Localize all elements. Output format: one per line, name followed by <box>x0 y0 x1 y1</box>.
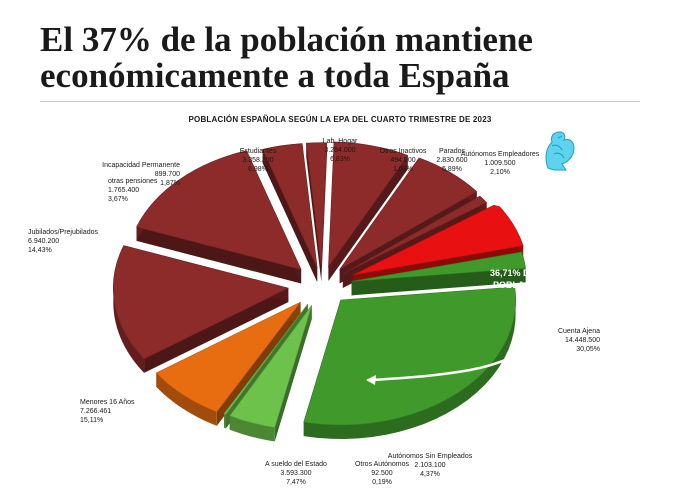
annotation-line: POBLACIÓN <box>493 279 547 290</box>
slice-label: otras pensiones 1.765.400 3,67% <box>108 178 158 203</box>
slice-label: Menores 16 Años 7.266.461 15,11% <box>80 399 135 424</box>
slice-label-line: 1.765.400 <box>108 187 139 194</box>
pie-slice <box>262 143 318 283</box>
slice-label-line: 7,47% <box>286 479 306 486</box>
slice-label-line: 92.500 <box>371 470 393 477</box>
slice-label: Autónomos Empleadores 1.009.500 2,10% <box>461 151 540 176</box>
pie-slice-rim <box>229 415 275 442</box>
pie-slice-top <box>303 286 516 426</box>
slice-label-line: Otros Inactivos <box>380 148 427 155</box>
slice-label-line: 30,05% <box>576 346 600 353</box>
slice-label-line: 14,43% <box>28 247 52 254</box>
pie-slice-top <box>229 305 312 428</box>
slice-label-line: Estudiantes <box>240 148 277 155</box>
slice-label: Autónomos Sin Empleados 2.103.100 4,37% <box>388 453 473 478</box>
slice-label-line: 0,19% <box>372 479 392 486</box>
slice-label-line: 3,67% <box>108 196 128 203</box>
slice-label: Cuenta Ajena 14.448.500 30,05% <box>558 328 600 353</box>
pie-slice <box>351 251 526 296</box>
slice-label: Parados 2.830.600 5,89% <box>436 148 467 173</box>
pie-slice-wall <box>328 155 408 281</box>
slice-label-line: 6,83% <box>330 156 350 163</box>
pie-slice-wall <box>262 149 318 283</box>
slice-label-line: 1,87% <box>160 180 180 187</box>
pie-slice-rim <box>303 286 516 439</box>
slice-label-line: Otros Autónomos <box>355 461 410 468</box>
chart-title: POBLACIÓN ESPAÑOLA SEGÚN LA EPA DEL CUAR… <box>188 115 492 124</box>
slice-label: A sueldo del Estado 3.593.300 7,47% <box>265 461 327 486</box>
slice-label-line: Jubilados/Prejubilados <box>28 229 99 236</box>
slice-label-line: 494.000 <box>390 157 415 164</box>
slice-label: Otros Inactivos 494.000 1,03% <box>380 148 427 173</box>
slice-label-line: Lab. Hogar <box>323 138 358 145</box>
slice-label-line: 14.448.500 <box>565 337 600 344</box>
headline-divider <box>40 101 640 102</box>
slice-label: Jubilados/Prejubilados 6.940.200 14,43% <box>28 229 99 254</box>
slice-label-line: 2.103.100 <box>414 462 445 469</box>
slice-label-line: 6.940.200 <box>28 238 59 245</box>
slice-label-line: 3.358.200 <box>242 157 273 164</box>
page-headline: El 37% de la población mantiene económic… <box>40 20 533 95</box>
annotation-line: 36,71% DE LA <box>490 268 551 278</box>
slice-label-line: Menores 16 Años <box>80 399 135 406</box>
annotation-text: 36,71% DE LA POBLACIÓN <box>490 268 551 290</box>
slice-label: Estudiantes 3.358.200 6,98% <box>240 148 277 173</box>
slice-label-line: 899.700 <box>155 171 180 178</box>
pie-slice-top <box>351 251 526 282</box>
slice-label-line: Autónomos Sin Empleados <box>388 453 473 460</box>
pie-slice-top <box>136 150 302 270</box>
slice-label-line: 7.266.461 <box>80 408 111 415</box>
slice-label: Otros Autónomos 92.500 0,19% <box>355 461 410 486</box>
pie-slice-top <box>328 141 409 268</box>
annotation-arc <box>371 201 572 382</box>
pie-slice <box>112 245 290 373</box>
slice-label-line: Autónomos Empleadores <box>461 151 540 158</box>
pie-slice <box>136 150 302 284</box>
slice-label-line: 1,03% <box>393 166 413 173</box>
slice-label-line: 3.284.000 <box>324 147 355 154</box>
slice-label-line: otras pensiones <box>108 178 158 185</box>
pie-slice-wall <box>274 305 312 442</box>
slice-label-line: 4,37% <box>420 471 440 478</box>
griffin-logo-icon <box>545 131 575 171</box>
slice-label-line: A sueldo del Estado <box>265 461 327 468</box>
slice-label-line: Parados <box>439 148 466 155</box>
pie-slice-top <box>305 142 328 268</box>
pie-slice <box>229 305 312 442</box>
annotation-arrowhead-icon <box>366 375 376 385</box>
slice-label-line: 2.830.600 <box>436 157 467 164</box>
pie-slice-wall <box>144 288 289 373</box>
slice-label: Incapacidad Permanente 899.700 1,87% <box>102 162 180 187</box>
slice-label-line: Incapacidad Permanente <box>102 162 180 169</box>
slice-label-line: 2,10% <box>490 169 510 176</box>
slice-label: Lab. Hogar 3.284.000 6,83% <box>323 138 358 163</box>
pie-slice-top <box>339 157 478 270</box>
pie-slice <box>303 286 516 439</box>
pie-slice-top <box>155 301 301 413</box>
pie-slice-wall <box>136 226 302 284</box>
pie-slice-rim <box>113 245 145 373</box>
pie-slice <box>155 301 301 426</box>
pie-slice-top <box>342 195 488 275</box>
slice-label-line: Cuenta Ajena <box>558 328 600 335</box>
pie-slice-wall <box>351 268 526 296</box>
pie-slice <box>328 141 409 281</box>
slice-label-line: 1.009.500 <box>484 160 515 167</box>
slice-label-line: 15,11% <box>80 417 103 424</box>
slice-label-line: 5,89% <box>442 166 462 173</box>
pie-slice-wall <box>216 302 301 426</box>
pie-slice-rim <box>223 413 226 429</box>
pie-slice-top <box>112 245 290 360</box>
slice-label-line: 3.593.300 <box>280 470 311 477</box>
pie-slice-rim <box>156 372 217 426</box>
slice-label-line: 6,98% <box>248 166 268 173</box>
pie-slice-top <box>223 303 309 415</box>
pie-slice-top <box>262 143 318 269</box>
pie-slice <box>305 142 328 282</box>
pie-slice-wall <box>306 143 322 282</box>
